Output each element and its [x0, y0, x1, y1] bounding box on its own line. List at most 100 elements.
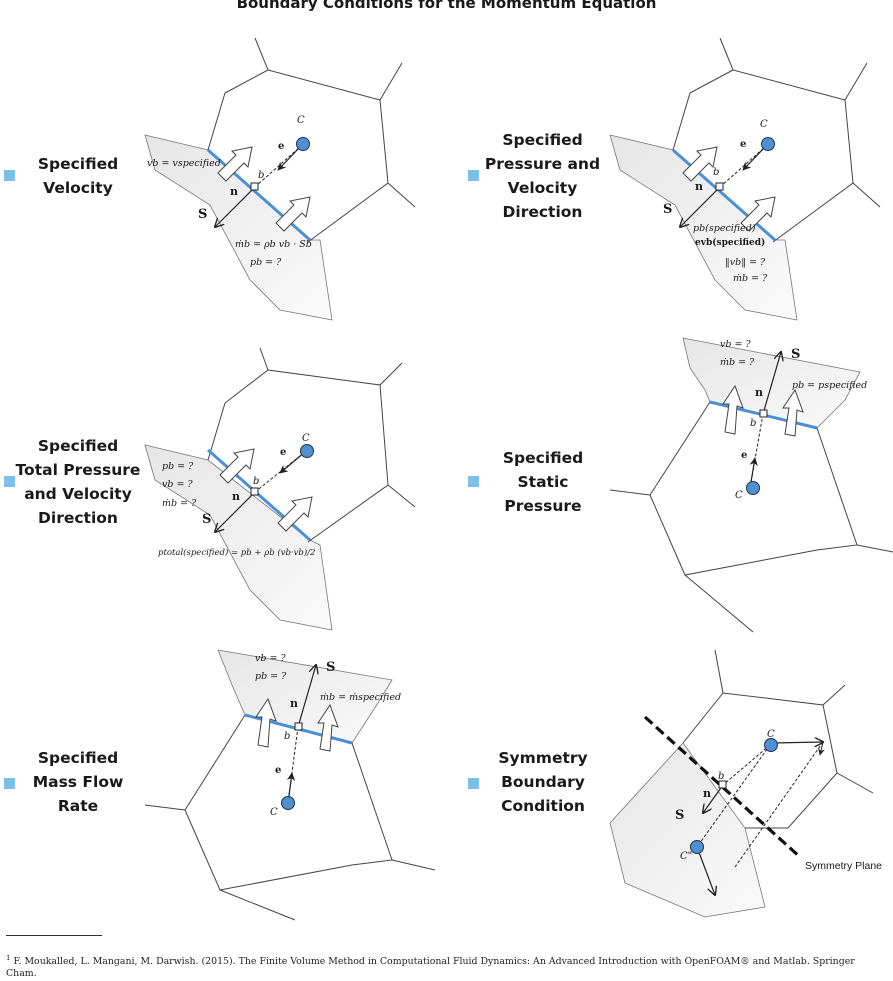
cell-edge [207, 37, 416, 243]
boundary-face [672, 148, 776, 242]
diagram-specified-pressure: C b e n S pb(specified) evb(specified) ‖… [609, 37, 881, 321]
dashed-connector [254, 146, 301, 188]
diagram-specified-total-pressure: C b e n S pb = ? vb = ? ṁb = ? ptotal(sp… [144, 347, 416, 631]
cell-edge [609, 401, 893, 633]
e-b-vector [742, 146, 766, 171]
label-line: Mass Flow [32, 773, 124, 791]
footnote: 1 F. Moukalled, L. Mangani, M. Darwish. … [6, 952, 886, 980]
face-centroid [718, 780, 727, 789]
bullet-icon [468, 476, 479, 487]
panel-label-specified-static-pressure: Specified Static Pressure [484, 446, 602, 518]
dashed-connector [696, 744, 771, 848]
e-b-vector [277, 146, 301, 171]
eq-specified-direction: evb(specified) [695, 237, 765, 248]
eq-total-pressure: ptotal(specified) = pb + ρb (vb·vb)/2 [158, 547, 315, 558]
bullet-icon [4, 170, 15, 181]
eq-specified-pressure: pb = pspecified [792, 380, 867, 391]
label-b: b [718, 771, 724, 782]
label-line: Pressure and [484, 155, 601, 173]
label-line: Static [517, 473, 569, 491]
n-vector [762, 352, 781, 415]
cell-centroid-c [746, 481, 760, 495]
v-vector-mirror [696, 846, 715, 895]
flow-arrow-icon [255, 697, 277, 748]
label-C: C [760, 119, 768, 130]
eq-specified-mass-flow: ṁb = ṁspecified [320, 692, 401, 703]
e-b-vector [279, 451, 306, 474]
cell-edge [682, 649, 874, 829]
label-C: C [270, 807, 278, 818]
label-C: C [302, 433, 310, 444]
eq-velocity-unknown: vb = ? [255, 653, 286, 664]
boundary-face [207, 148, 311, 242]
label-C: C [767, 729, 775, 740]
eq-pressure-unknown: pb = ? [250, 257, 282, 268]
face-centroid [250, 487, 259, 496]
label-line: Symmetry [498, 749, 588, 767]
label-S: S [326, 660, 335, 675]
label-line: and Velocity [24, 485, 132, 503]
bullet-icon [468, 778, 479, 789]
symmetry-plane [643, 715, 802, 859]
eq-velocity-unknown: vb = ? [720, 339, 751, 350]
eq-mass-flow-unknown: ṁb = ? [733, 273, 768, 284]
label-n: n [703, 787, 711, 800]
label-e: e [741, 450, 747, 461]
label-line: Rate [57, 797, 99, 815]
n-vector [215, 186, 256, 227]
label-b: b [258, 170, 264, 181]
label-line: Condition [501, 797, 585, 815]
flow-arrow-icon [682, 146, 718, 182]
label-C-mirror: C" [680, 851, 692, 862]
cell-edge [144, 714, 436, 921]
label-line: Direction [38, 509, 118, 527]
eq-velocity-magnitude: ‖vb‖ = ? [725, 257, 766, 268]
flow-arrow-icon [740, 196, 776, 232]
cell-edge [207, 347, 416, 543]
eq-mass-flow: ṁb = ρb vb · Sb [235, 239, 312, 250]
panel-label-symmetry: Symmetry Boundary Condition [482, 746, 604, 818]
flow-arrow-icon [219, 448, 255, 484]
label-b: b [253, 476, 259, 487]
cell-centroid-c [764, 738, 778, 752]
label-line: Specified [37, 437, 119, 455]
eq-mass-flow-unknown: ṁb = ? [720, 357, 755, 368]
label-C: C [735, 490, 743, 501]
footnote-text: F. Moukalled, L. Mangani, M. Darwish. (2… [6, 956, 855, 980]
n-vector [297, 665, 316, 728]
flow-arrow-icon [317, 703, 339, 752]
cell-centroid-c [300, 444, 314, 458]
bullet-icon [4, 476, 15, 487]
face-centroid [250, 182, 259, 191]
panel-label-specified-pressure: Specified Pressure and Velocity Directio… [480, 128, 605, 224]
label-e: e [278, 141, 284, 152]
label-b: b [713, 167, 719, 178]
flow-arrow-icon [275, 196, 311, 232]
flow-arrow-icon [722, 384, 744, 435]
label-line: Boundary [501, 773, 585, 791]
v-vector [771, 742, 823, 743]
cell-centroid-c [761, 137, 775, 151]
label-b: b [284, 731, 290, 742]
eq-pressure-unknown: pb = ? [255, 671, 287, 682]
eq-mass-flow-unknown: ṁb = ? [162, 498, 197, 509]
label-line: Velocity [43, 179, 113, 197]
label-e: e [740, 139, 746, 150]
label-S: S [791, 347, 800, 362]
flow-arrow-icon [782, 388, 804, 437]
n-vector [680, 186, 721, 227]
label-n: n [290, 697, 298, 710]
label-e: e [280, 447, 286, 458]
panel-label-specified-velocity: Specified Velocity [18, 152, 138, 200]
n-vector [703, 784, 724, 813]
diagram-specified-velocity: C b e n S vb = vspecified ṁb = ρb vb · S… [144, 37, 416, 321]
v-perp-vector [818, 741, 825, 756]
label-S: S [202, 512, 211, 527]
flow-arrow-icon [277, 496, 313, 532]
label-n: n [695, 180, 703, 193]
label-C: C [297, 115, 305, 126]
cell-centroid-c [296, 137, 310, 151]
label-S: S [663, 202, 672, 217]
flow-arrow-icon [217, 146, 253, 182]
label-line: Specified [502, 449, 584, 467]
